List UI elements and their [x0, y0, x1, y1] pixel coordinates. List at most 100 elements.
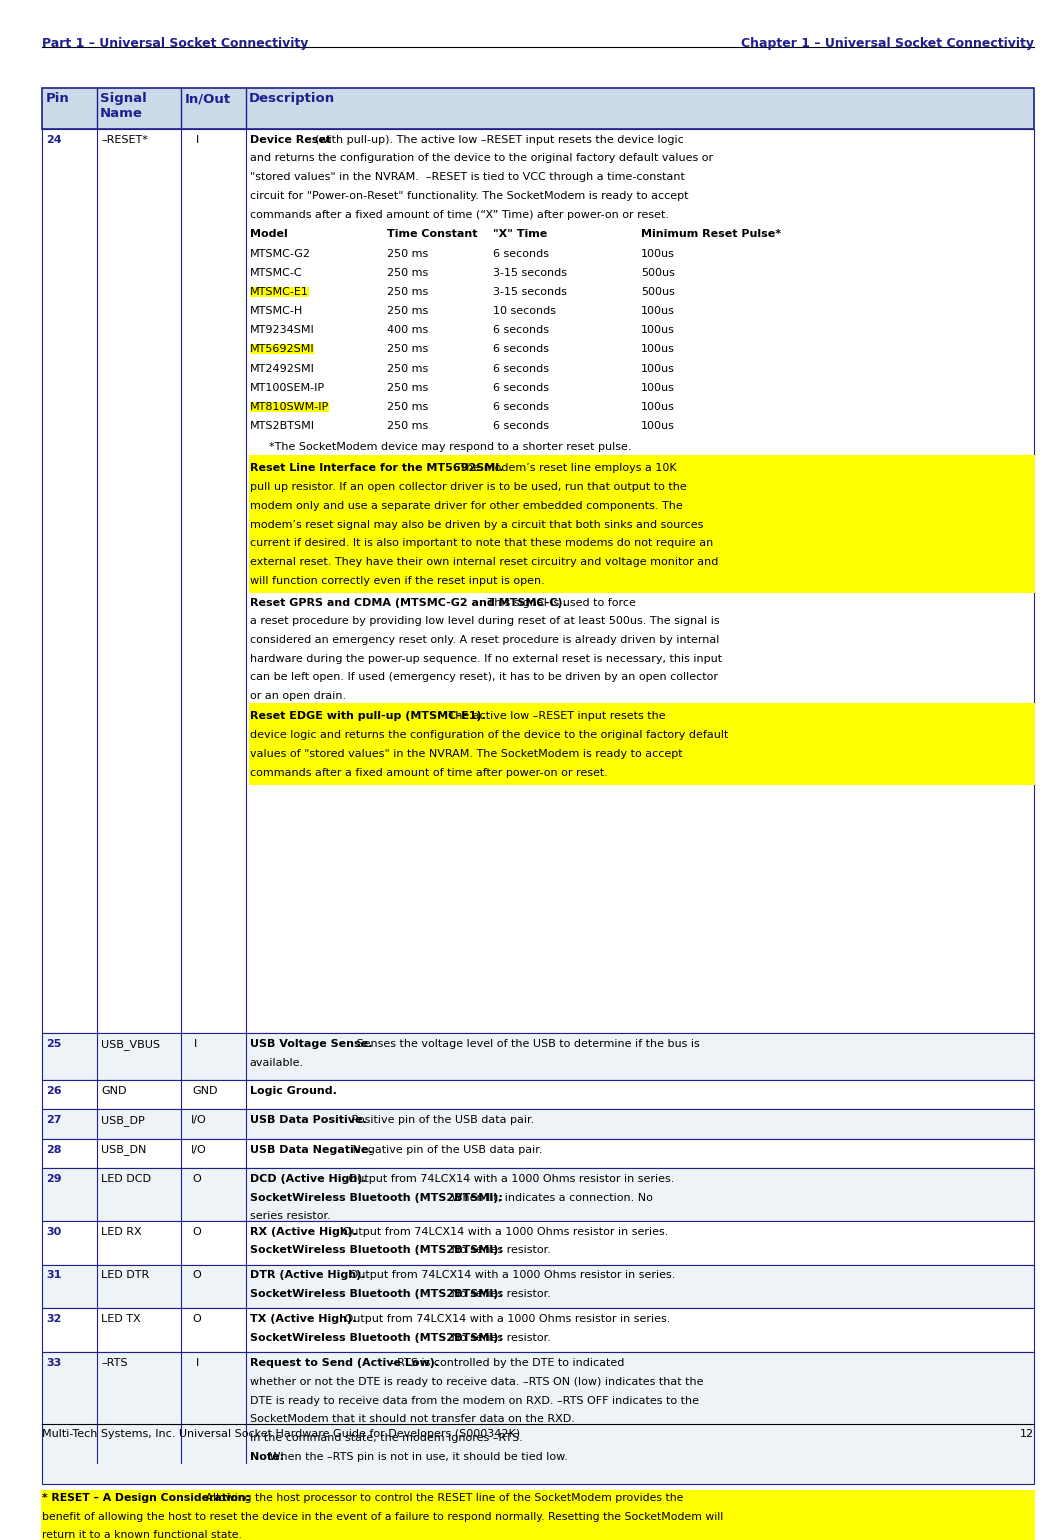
Text: 250 ms: 250 ms: [387, 363, 428, 374]
Text: "X" Time: "X" Time: [493, 229, 548, 239]
Bar: [42, 88, 1034, 129]
Text: 100us: 100us: [641, 402, 674, 411]
Text: 250 ms: 250 ms: [387, 268, 428, 279]
Bar: [42, 1221, 1034, 1264]
Text: Request to Send (Active Low).: Request to Send (Active Low).: [249, 1358, 439, 1368]
Text: hardware during the power-up sequence. If no external reset is necessary, this i: hardware during the power-up sequence. I…: [249, 653, 722, 664]
Text: DTE is ready to receive data from the modem on RXD. –RTS OFF indicates to the: DTE is ready to receive data from the mo…: [249, 1395, 699, 1406]
Text: SocketWireless Bluetooth (MTS2BTSMI):: SocketWireless Bluetooth (MTS2BTSMI):: [249, 1334, 503, 1343]
Text: 30: 30: [47, 1226, 61, 1237]
Text: 6 seconds: 6 seconds: [493, 402, 549, 411]
Bar: [42, 1109, 1034, 1138]
Text: Description: Description: [248, 92, 335, 105]
Text: modem only and use a separate driver for other embedded components. The: modem only and use a separate driver for…: [249, 500, 683, 511]
Bar: [248, 702, 1035, 785]
Text: No series resistor.: No series resistor.: [448, 1334, 552, 1343]
Text: Output from 74LCX14 with a 1000 Ohms resistor in series.: Output from 74LCX14 with a 1000 Ohms res…: [340, 1314, 670, 1324]
Text: 500us: 500us: [641, 286, 674, 297]
Bar: [42, 1264, 1034, 1309]
Text: 100us: 100us: [641, 420, 674, 431]
Text: –RTS: –RTS: [101, 1358, 128, 1368]
Text: MT2492SMI: MT2492SMI: [249, 363, 315, 374]
Text: O: O: [192, 1173, 202, 1184]
Text: Pin: Pin: [45, 92, 69, 105]
Text: 29: 29: [47, 1173, 62, 1184]
Text: values of "stored values" in the NVRAM. The SocketModem is ready to accept: values of "stored values" in the NVRAM. …: [249, 748, 683, 759]
Text: I: I: [196, 134, 199, 145]
Text: Note:: Note:: [249, 1452, 284, 1461]
Text: 24: 24: [47, 134, 62, 145]
Text: 6 seconds: 6 seconds: [493, 345, 549, 354]
Text: 400 ms: 400 ms: [387, 325, 428, 336]
Text: MTS2BTSMI: MTS2BTSMI: [249, 420, 315, 431]
Text: 3-15 seconds: 3-15 seconds: [493, 268, 567, 279]
Text: 31: 31: [47, 1270, 62, 1280]
Text: Reset EDGE with pull-up (MTSMC-E1).: Reset EDGE with pull-up (MTSMC-E1).: [249, 711, 485, 721]
Bar: [42, 1167, 1034, 1221]
Text: O: O: [192, 1270, 202, 1280]
Text: GND: GND: [192, 1086, 218, 1096]
Text: SocketWireless Bluetooth (MTS2BTSMI):: SocketWireless Bluetooth (MTS2BTSMI):: [249, 1192, 503, 1203]
Text: 100us: 100us: [641, 249, 674, 259]
Text: Minimum Reset Pulse*: Minimum Reset Pulse*: [641, 229, 781, 239]
Text: Reset Line Interface for the MT5692SMI.: Reset Line Interface for the MT5692SMI.: [249, 464, 503, 473]
Text: MT9234SMI: MT9234SMI: [249, 325, 315, 336]
Text: and returns the configuration of the device to the original factory default valu: and returns the configuration of the dev…: [249, 154, 712, 163]
Text: RX (Active High).: RX (Active High).: [249, 1226, 357, 1237]
Text: 100us: 100us: [641, 383, 674, 393]
Text: LED TX: LED TX: [101, 1314, 141, 1324]
Text: 250 ms: 250 ms: [387, 345, 428, 354]
Text: 10 seconds: 10 seconds: [493, 306, 556, 316]
Text: When the –RTS pin is not in use, it should be tied low.: When the –RTS pin is not in use, it shou…: [265, 1452, 568, 1461]
Text: USB_VBUS: USB_VBUS: [101, 1040, 160, 1050]
Text: series resistor.: series resistor.: [249, 1212, 331, 1221]
Text: Device Reset: Device Reset: [249, 134, 331, 145]
Text: return it to a known functional state.: return it to a known functional state.: [42, 1531, 242, 1540]
Text: I/O: I/O: [190, 1144, 206, 1155]
Text: 28: 28: [47, 1144, 62, 1155]
Text: Reset GPRS and CDMA (MTSMC-G2 and MTSMC-C).: Reset GPRS and CDMA (MTSMC-G2 and MTSMC-…: [249, 598, 567, 607]
Bar: [248, 454, 1035, 593]
Text: Signal
Name: Signal Name: [100, 92, 147, 120]
Text: 33: 33: [47, 1358, 61, 1368]
Text: The active low –RESET input resets the: The active low –RESET input resets the: [445, 711, 666, 721]
Text: Multi-Tech Systems, Inc. Universal Socket Hardware Guide for Developers (S000342: Multi-Tech Systems, Inc. Universal Socke…: [42, 1429, 520, 1438]
Text: * RESET – A Design Consideration:: * RESET – A Design Consideration:: [42, 1492, 251, 1503]
Text: 250 ms: 250 ms: [387, 306, 428, 316]
Text: external reset. They have their own internal reset circuitry and voltage monitor: external reset. They have their own inte…: [249, 557, 718, 567]
Text: –RTS is controlled by the DTE to indicated: –RTS is controlled by the DTE to indicat…: [388, 1358, 625, 1368]
Text: a reset procedure by providing low level during reset of at least 500us. The sig: a reset procedure by providing low level…: [249, 616, 720, 627]
Text: 6 seconds: 6 seconds: [493, 325, 549, 336]
Bar: [42, 1352, 1034, 1485]
Text: SocketWireless Bluetooth (MTS2BTSMI):: SocketWireless Bluetooth (MTS2BTSMI):: [249, 1246, 503, 1255]
Text: Allowing the host processor to control the RESET line of the SocketModem provide: Allowing the host processor to control t…: [202, 1492, 683, 1503]
Text: can be left open. If used (emergency reset), it has to be driven by an open coll: can be left open. If used (emergency res…: [249, 673, 718, 682]
Bar: [41, 1491, 1035, 1540]
Bar: [42, 1080, 1034, 1109]
Text: MT100SEM-IP: MT100SEM-IP: [249, 383, 324, 393]
Text: O: O: [192, 1226, 202, 1237]
Text: No series resistor.: No series resistor.: [448, 1289, 552, 1300]
Text: 100us: 100us: [641, 363, 674, 374]
Bar: [42, 1309, 1034, 1352]
Text: MTSMC-E1: MTSMC-E1: [249, 286, 309, 297]
Text: Model: Model: [249, 229, 288, 239]
Text: MTSMC-C: MTSMC-C: [249, 268, 302, 279]
Text: 250 ms: 250 ms: [387, 420, 428, 431]
Text: Output from 74LCX14 with a 1000 Ohms resistor in series.: Output from 74LCX14 with a 1000 Ohms res…: [346, 1270, 675, 1280]
Text: whether or not the DTE is ready to receive data. –RTS ON (low) indicates that th: whether or not the DTE is ready to recei…: [249, 1377, 703, 1388]
Text: commands after a fixed amount of time (“X” Time) after power-on or reset.: commands after a fixed amount of time (“…: [249, 209, 669, 220]
Text: DCD (Active High).: DCD (Active High).: [249, 1173, 367, 1184]
Text: 100us: 100us: [641, 325, 674, 336]
Text: This signal is used to force: This signal is used to force: [484, 598, 636, 607]
Text: No series resistor.: No series resistor.: [448, 1246, 552, 1255]
Text: USB Voltage Sense.: USB Voltage Sense.: [249, 1040, 372, 1049]
Text: I/O: I/O: [190, 1115, 206, 1126]
Text: MTSMC-G2: MTSMC-G2: [249, 249, 311, 259]
Text: SocketModem that it should not transfer data on the RXD.: SocketModem that it should not transfer …: [249, 1414, 575, 1424]
Text: The modem’s reset line employs a 10K: The modem’s reset line employs a 10K: [456, 464, 676, 473]
Text: Logic Ground.: Logic Ground.: [249, 1086, 336, 1096]
Text: Output from 74LCX14 with a 1000 Ohms resistor in series.: Output from 74LCX14 with a 1000 Ohms res…: [345, 1173, 674, 1184]
Text: MTSMC-H: MTSMC-H: [249, 306, 303, 316]
Text: *The SocketModem device may respond to a shorter reset pulse.: *The SocketModem device may respond to a…: [268, 442, 631, 451]
